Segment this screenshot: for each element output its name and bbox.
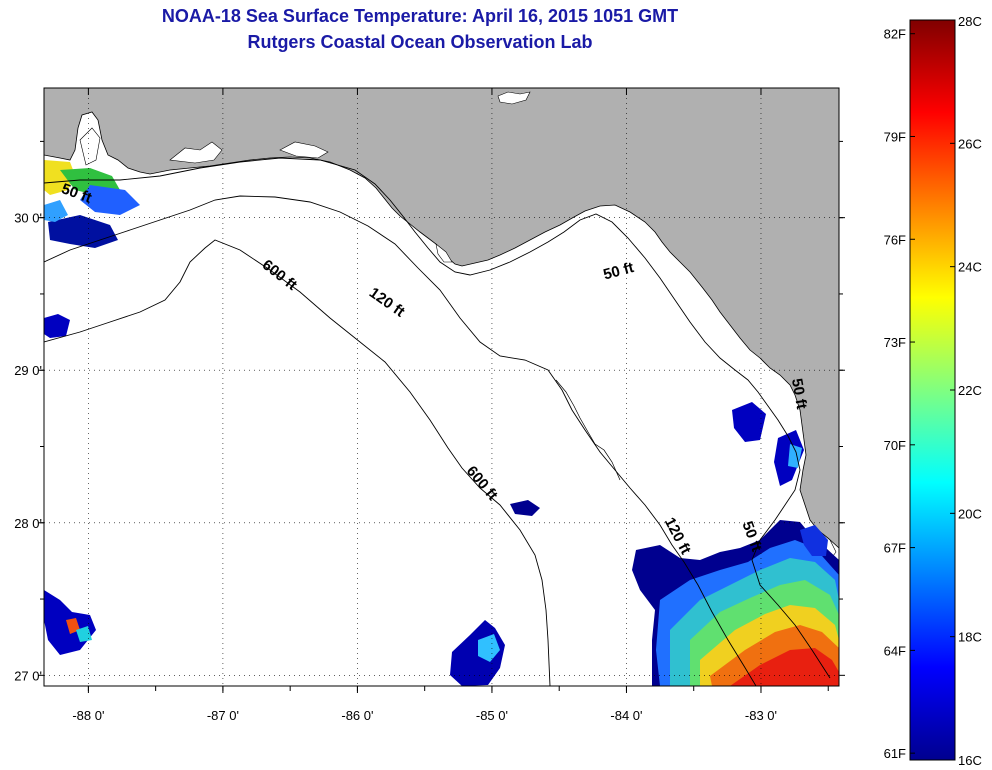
lon-tick-label: -87 0': [207, 708, 239, 723]
lon-tick-label: -88 0': [72, 708, 104, 723]
contour-50ft-big-bend: [555, 379, 621, 481]
colorbar-celsius-label: 28C: [958, 14, 982, 29]
colorbar-celsius-label: 20C: [958, 506, 982, 521]
bay-mobile-east: [169, 141, 223, 164]
colorbar-fahrenheit-label: 79F: [884, 129, 906, 144]
contour-50ft-west: [44, 157, 831, 679]
lon-tick-label: -83 0': [745, 708, 777, 723]
map-subtitle: Rutgers Coastal Ocean Observation Lab: [247, 32, 593, 52]
colorbar-fahrenheit-label: 70F: [884, 438, 906, 453]
land-area: [44, 88, 839, 549]
colorbar-celsius-label: 18C: [958, 630, 982, 645]
map-frame: [43, 87, 840, 687]
colorbar-fahrenheit-label: 76F: [884, 232, 906, 247]
contour-600ft: [44, 239, 551, 686]
colorbar-celsius-label: 26C: [958, 136, 982, 151]
colorbar-fahrenheit-label: 64F: [884, 643, 906, 658]
bay-apalachicola: [279, 141, 329, 159]
lake-north: [497, 91, 531, 105]
lon-tick-label: -84 0': [610, 708, 642, 723]
lat-tick-label: 28 0': [14, 516, 42, 531]
colorbar: [909, 19, 956, 761]
bay-apalachee: [435, 243, 453, 263]
colorbar-fahrenheit-labels: 82F 79F 76F 73F 70F 67F 64F 61F: [884, 27, 915, 761]
lat-tick-label: 27 0': [14, 668, 42, 683]
contour-label: 50 ft: [788, 377, 810, 410]
lon-tick-label: -85 0': [476, 708, 508, 723]
colorbar-fahrenheit-label: 73F: [884, 335, 906, 350]
colorbar-fahrenheit-label: 61F: [884, 746, 906, 761]
colorbar-celsius-label: 24C: [958, 260, 982, 275]
bay-pensacola: [79, 127, 101, 166]
map-ticks: [38, 88, 845, 693]
contour-120ft: [44, 195, 757, 686]
colorbar-celsius-label: 16C: [958, 753, 982, 768]
lat-tick-label: 30 0': [14, 211, 42, 226]
colorbar-celsius-labels: 28C 26C 24C 22C 20C 18C 16C: [950, 14, 982, 768]
colorbar-celsius-label: 22C: [958, 383, 982, 398]
lat-tick-label: 29 0': [14, 363, 42, 378]
colorbar-fahrenheit-label: 82F: [884, 27, 906, 42]
map-title: NOAA-18 Sea Surface Temperature: April 1…: [161, 6, 679, 26]
colorbar-fahrenheit-label: 67F: [884, 541, 906, 556]
lon-tick-label: -86 0': [341, 708, 373, 723]
map-tick-labels: -88 0' -87 0' -86 0' -85 0' -84 0' -83 0' 30 0…: [14, 211, 777, 723]
